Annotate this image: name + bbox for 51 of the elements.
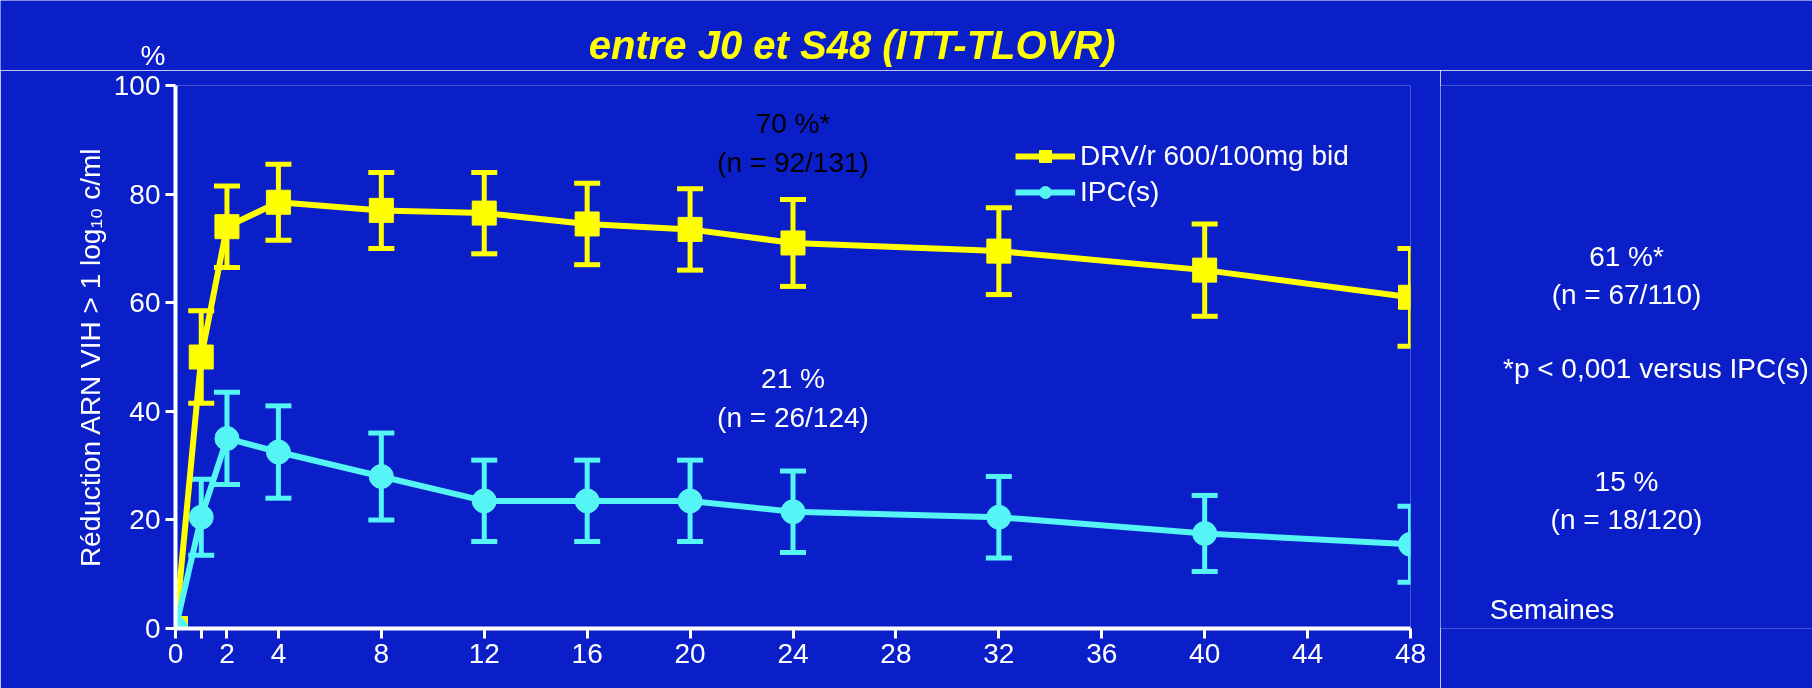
point — [265, 439, 291, 465]
x-tick-label: 0 — [167, 637, 184, 669]
text: *p < 0,001 versus IPC(s) — [1502, 352, 1809, 384]
point — [368, 197, 394, 223]
point — [574, 211, 600, 237]
x-tick-label: 40 — [1189, 637, 1221, 669]
y-tick-label: 40 — [129, 395, 161, 427]
point — [677, 488, 703, 514]
point — [574, 488, 600, 514]
y-tick-label: 0 — [144, 613, 161, 644]
x-tick-label: 48 — [1394, 637, 1427, 669]
point — [780, 230, 806, 256]
x-tick-label: 32 — [983, 637, 1015, 669]
y-tick-label: 60 — [129, 287, 161, 319]
point — [188, 344, 214, 370]
point — [1192, 257, 1218, 283]
point — [986, 238, 1012, 264]
legend-label: DRV/r 600/100mg bid — [1080, 140, 1349, 172]
x-axis-title: Semaines — [1489, 593, 1615, 625]
x-tick-label: 28 — [880, 637, 912, 669]
point — [471, 488, 497, 514]
legend-label: IPC(s) — [1080, 176, 1160, 208]
y-tick-label: 100 — [113, 70, 161, 101]
text: 15 % (n = 18/120) — [1550, 465, 1703, 536]
point — [265, 189, 291, 215]
point — [471, 200, 497, 226]
y-tick-label: 80 — [129, 178, 161, 210]
x-tick-label: 4 — [270, 637, 287, 669]
point — [214, 425, 240, 451]
point — [214, 214, 240, 240]
y-tick-label: 20 — [129, 504, 161, 536]
annotation: 21 % (n = 26/124) — [717, 363, 869, 434]
point — [1192, 521, 1218, 546]
x-tick-label: 12 — [468, 637, 500, 669]
point — [780, 499, 806, 525]
x-tick-label: 36 — [1086, 637, 1118, 669]
text: % — [140, 39, 166, 71]
x-tick-label: 2 — [219, 637, 235, 669]
text: 61 %* (n = 67/110) — [1551, 240, 1702, 311]
x-tick-label: 16 — [571, 637, 603, 669]
point — [368, 463, 394, 489]
y-axis-title: Réduction ARN VIH > 1 log₁₀ c/ml — [74, 148, 106, 568]
annotation: 70 %* (n = 92/131) — [717, 108, 869, 178]
point — [677, 216, 703, 242]
point — [986, 504, 1012, 530]
x-tick-label: 24 — [777, 637, 809, 669]
point — [188, 504, 214, 530]
x-tick-label: 8 — [373, 637, 390, 669]
chart-title: entre J0 et S48 (ITT-TLOVR) — [588, 23, 1116, 67]
x-tick-label: 44 — [1292, 637, 1324, 669]
x-tick-label: 20 — [674, 637, 706, 669]
